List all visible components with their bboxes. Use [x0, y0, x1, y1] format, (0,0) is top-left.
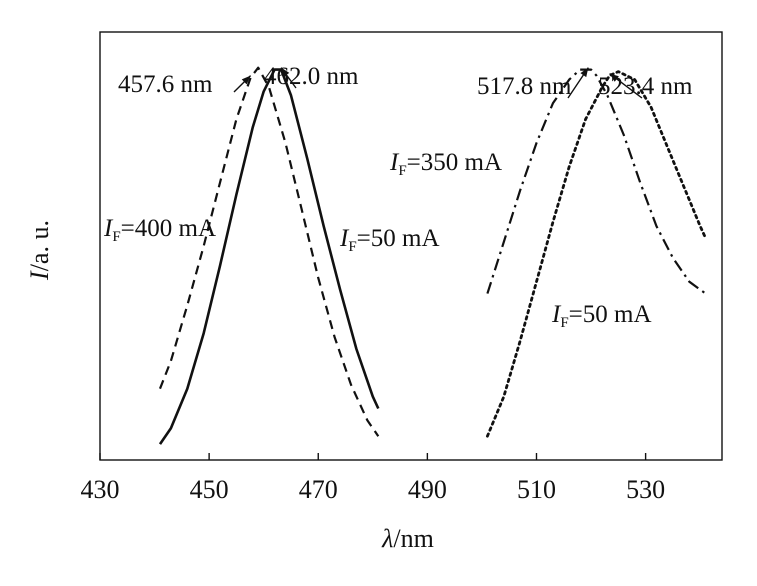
- x-tick-label-450: 450: [190, 475, 229, 504]
- annotation-blue-50-peak: 462.0 nm: [264, 63, 359, 90]
- series-label-blue-400: IF=400 mA: [103, 215, 216, 245]
- annotation-arrowhead-1: [281, 67, 290, 77]
- annotation-green-50-peak: 523.4 nm: [598, 73, 693, 100]
- series-label-blue-50: IF=50 mA: [339, 225, 440, 255]
- x-tick-label-510: 510: [517, 475, 556, 504]
- x-tick-label-490: 490: [408, 475, 447, 504]
- series-green_350: [486, 68, 707, 295]
- series-green_50: [486, 70, 707, 438]
- series-label-green-50: IF=50 mA: [551, 301, 652, 331]
- curves: [158, 66, 707, 445]
- annotation-arrowhead-0: [241, 75, 251, 85]
- series-blue_400: [158, 66, 380, 437]
- series-label-green-350: IF=350 mA: [389, 149, 502, 179]
- x-axis-label: λ/nm: [381, 524, 434, 553]
- x-axis-ticks: 430 450 470 490 510 530: [81, 453, 665, 504]
- plot-frame: [99, 31, 723, 461]
- x-tick-label-530: 530: [626, 475, 665, 504]
- annotation-blue-400-peak: 457.6 nm: [118, 71, 213, 98]
- x-tick-label-470: 470: [299, 475, 338, 504]
- annotation-arrowhead-3: [609, 73, 619, 82]
- annotation-green-350-peak: 517.8 nm: [477, 73, 572, 100]
- series-blue_50: [158, 68, 380, 445]
- annotation-arrows: [233, 67, 643, 99]
- annotation-arrowhead-2: [580, 67, 589, 78]
- x-tick-label-430: 430: [81, 475, 120, 504]
- y-axis-label: I/a. u.: [25, 220, 54, 281]
